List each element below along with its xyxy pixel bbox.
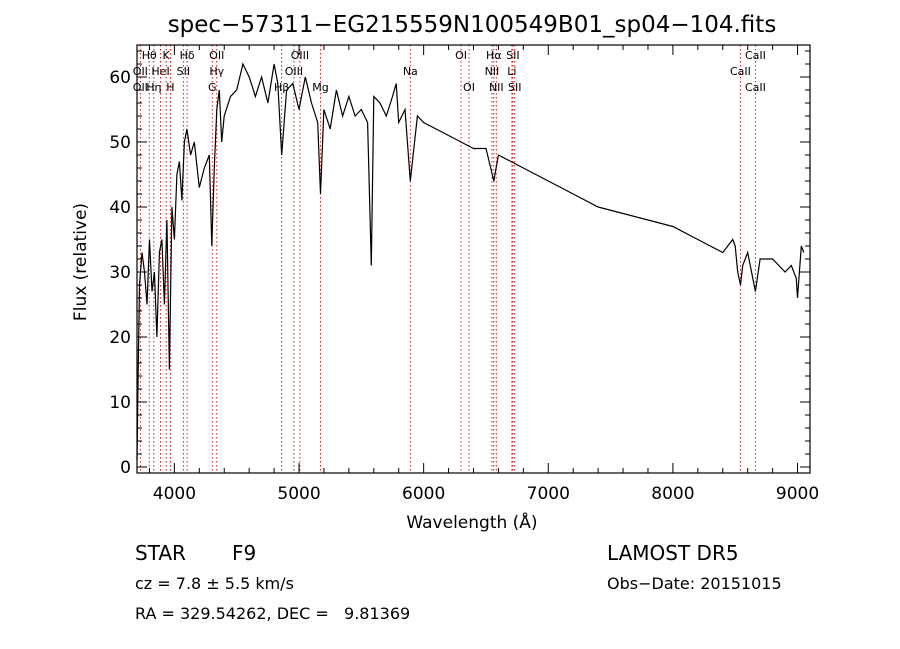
line-marker-label-22: Hβ	[274, 81, 289, 94]
line-marker-label-3: OII	[209, 49, 224, 62]
redshift-cz: cz = 7.8 ± 5.5 km/s	[135, 574, 294, 593]
line-marker-label-8: CaII	[745, 49, 766, 62]
x-axis-ticks: 4000 5000 6000 7000 8000 9000	[148, 45, 819, 504]
y-axis-ticks: 0 10 20 30 40 50 60	[109, 50, 810, 478]
line-marker-label-17: CaII	[730, 65, 751, 78]
line-marker-label-14: Na	[403, 65, 418, 78]
line-marker-label-7: SII	[506, 49, 519, 62]
line-marker-label-21: G	[208, 81, 217, 94]
line-marker-label-9: OII	[133, 65, 148, 78]
plot-frame	[136, 44, 811, 474]
y-axis-label: Flux (relative)	[71, 203, 91, 321]
line-marker-label-25: NII	[489, 81, 504, 94]
spectrum-line	[136, 62, 805, 461]
line-marker-label-27: CaII	[745, 81, 766, 94]
x-axis-label: Wavelength (Å)	[406, 511, 537, 533]
line-marker-label-24: OI	[463, 81, 475, 94]
line-marker-label-2: Hδ	[180, 49, 195, 62]
line-marker-label-4: OIII	[291, 49, 309, 62]
y-tick-label-60: 60	[109, 68, 131, 88]
x-tick-label-8000: 8000	[651, 484, 694, 504]
x-tick-label-6000: 6000	[402, 484, 445, 504]
line-marker-label-26: SII	[508, 81, 521, 94]
line-marker-label-6: Hα	[486, 49, 502, 62]
line-marker-label-19: Hη	[146, 81, 161, 94]
x-tick-label-9000: 9000	[776, 484, 819, 504]
y-tick-label-40: 40	[109, 198, 131, 218]
line-marker-label-11: SII	[177, 65, 190, 78]
line-marker-label-1: K	[163, 49, 171, 62]
coordinates: RA = 329.54262, DEC = 9.81369	[135, 604, 410, 623]
line-marker-label-0: Hθ	[142, 49, 157, 62]
line-marker-label-12: Hγ	[209, 65, 224, 78]
line-marker-label-13: OIII	[285, 65, 303, 78]
y-tick-label-10: 10	[109, 393, 131, 413]
line-marker-label-15: NII	[485, 65, 500, 78]
survey-name: LAMOST DR5	[607, 541, 739, 565]
y-tick-label-50: 50	[109, 133, 131, 153]
chart-title: spec−57311−EG215559N100549B01_sp04−104.f…	[168, 12, 777, 38]
y-tick-label-30: 30	[109, 263, 131, 283]
x-tick-label-4000: 4000	[153, 484, 196, 504]
y-tick-label-20: 20	[109, 328, 131, 348]
line-marker-label-10: HeI	[151, 65, 169, 78]
x-tick-label-7000: 7000	[527, 484, 570, 504]
object-subclass: F9	[232, 541, 256, 565]
line-marker-label-23: Mg	[312, 81, 328, 94]
line-markers	[139, 45, 756, 473]
observation-date: Obs−Date: 20151015	[607, 574, 782, 593]
line-marker-label-16: Li	[507, 65, 516, 78]
x-tick-label-5000: 5000	[277, 484, 320, 504]
y-tick-label-0: 0	[120, 458, 131, 478]
line-marker-label-20: H	[166, 81, 174, 94]
line-marker-label-5: OI	[455, 49, 467, 62]
object-class: STAR	[135, 541, 186, 565]
